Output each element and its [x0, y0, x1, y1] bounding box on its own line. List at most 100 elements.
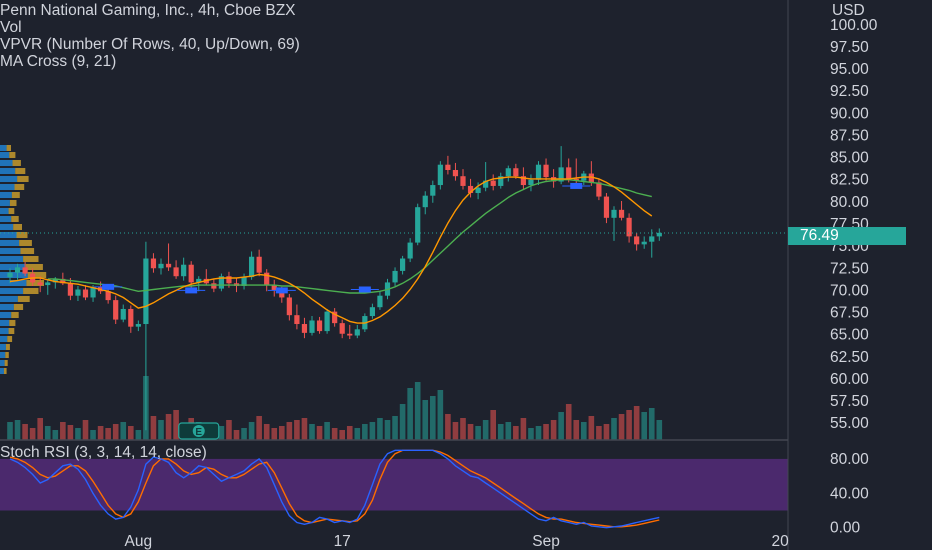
volume-bar [550, 420, 557, 440]
candle-body [475, 187, 481, 194]
vpvr-row-up [0, 368, 4, 374]
volume-bar [505, 422, 512, 440]
volume-bar [558, 412, 564, 440]
price-tick-label: 65.00 [830, 327, 869, 344]
candle-body [105, 291, 111, 301]
vpvr-row-down [5, 344, 10, 350]
candle-body [279, 290, 285, 298]
currency-label[interactable]: USD [832, 2, 865, 19]
candle-body [60, 278, 66, 284]
volume-bar [377, 418, 383, 440]
volume-bar [618, 414, 625, 440]
stoch-tick-label: 80.00 [830, 451, 869, 468]
price-tick-label: 80.00 [830, 194, 869, 211]
price-tick-label: 62.50 [830, 349, 869, 366]
candle-body [656, 232, 662, 237]
candles[interactable] [7, 146, 662, 431]
candle-body [415, 207, 421, 243]
candle-body [7, 272, 13, 278]
price-tick-label: 90.00 [830, 105, 869, 122]
candle-body [271, 285, 277, 291]
vpvr-row-down [8, 328, 15, 334]
candle-body [400, 258, 406, 271]
vpvr-row-up [0, 312, 12, 318]
vpvr-row-down [3, 368, 7, 374]
candle-body [82, 289, 89, 298]
vpvr-row-up [0, 168, 16, 174]
earnings-icon [192, 425, 205, 437]
time-tick-label: 20 [771, 533, 789, 550]
volume-bar [316, 426, 323, 440]
candle-body [618, 209, 625, 218]
vpvr-row-up [0, 360, 5, 366]
volume-bar [120, 422, 127, 440]
volume-bar [67, 425, 74, 440]
volume-bar [603, 424, 610, 440]
volume-bar [44, 426, 51, 440]
earnings-letter: E [195, 427, 202, 438]
stoch-lines [9, 449, 660, 529]
stoch-rsi-title[interactable]: Stoch RSI (3, 3, 14, 14, close) [0, 444, 207, 461]
chart-title[interactable]: Penn National Gaming, Inc., 4h, Cboe BZX [0, 2, 296, 19]
vpvr-row-down [11, 216, 19, 222]
candle-body [430, 185, 436, 196]
candle-body [324, 311, 330, 332]
candle-body [573, 178, 579, 181]
volume-bar [626, 410, 632, 440]
volume-bar [362, 424, 368, 440]
earnings-badge[interactable]: E [178, 422, 220, 440]
stoch-band [0, 458, 788, 511]
candle-body [634, 236, 640, 245]
vpvr-row-down [17, 296, 30, 302]
candle-body [158, 263, 164, 269]
volume-bar [445, 414, 451, 440]
vpvr-row-up [0, 296, 18, 302]
candle-body [316, 320, 323, 332]
candle-body [75, 289, 81, 296]
price-axis[interactable]: 100.00 97.50 95.00 92.50 90.00 87.50 85.00 82.5… [0, 0, 878, 550]
candle-body [566, 167, 572, 179]
vpvr-profile [0, 145, 47, 374]
volume-bar [22, 424, 28, 440]
candle-body [90, 286, 96, 298]
time-axis[interactable]: Aug 17 Sep 20 [125, 533, 790, 550]
indicator-ma-cross[interactable]: MA Cross (9, 21) [0, 53, 117, 70]
stoch-overbought-band [0, 458, 788, 511]
vpvr-row-up [0, 192, 12, 198]
volume-bar [52, 430, 59, 440]
volume-bar [135, 430, 142, 440]
vpvr-row-down [8, 208, 15, 214]
vpvr-row-down [5, 352, 9, 358]
candle-body [505, 168, 511, 177]
volume-bar [14, 420, 21, 440]
volume-bar [7, 422, 13, 440]
stoch-tick-label: 40.00 [830, 485, 869, 502]
volume-bar [346, 426, 353, 440]
indicator-vol[interactable]: Vol [0, 19, 22, 36]
volume-bar [475, 426, 481, 440]
volume-bar [543, 424, 549, 440]
volume-bar [528, 428, 534, 440]
candle-body [165, 263, 172, 268]
vpvr-row-down [6, 145, 11, 151]
volume-bar [497, 424, 504, 440]
price-tick-label: 95.00 [830, 61, 869, 78]
vpvr-row-up [0, 264, 26, 270]
candle-body [67, 283, 73, 296]
price-tick-label: 82.50 [830, 172, 869, 189]
candle-body [407, 242, 413, 259]
volume-bar [75, 428, 81, 440]
candle-body [128, 308, 134, 327]
candle-body [558, 167, 564, 182]
volume-bar [90, 430, 96, 440]
indicator-vpvr[interactable]: VPVR (Number Of Rows, 40, Up/Down, 69) [0, 36, 300, 53]
volume-bar [648, 408, 655, 440]
candle-body [649, 236, 655, 242]
volume-bar [535, 426, 542, 440]
candle-body [181, 264, 187, 277]
volume-bar [354, 428, 361, 440]
volume-bar [490, 410, 496, 440]
stoch-k-line [9, 449, 660, 529]
vpvr-row-up [0, 288, 24, 294]
